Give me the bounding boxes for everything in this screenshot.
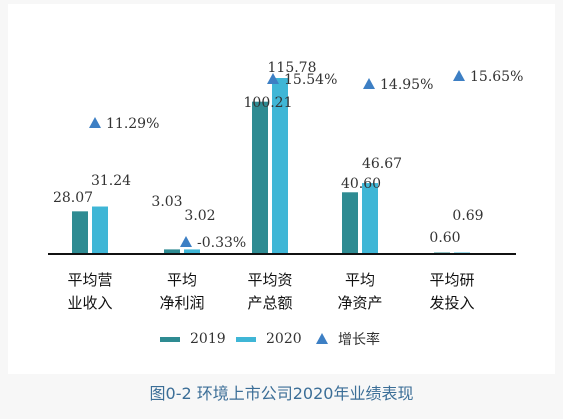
category-label: 净资产 <box>337 294 382 312</box>
legend-label-2019: 2019 <box>190 331 226 347</box>
bar-2019 <box>164 249 180 254</box>
legend-swatch-2019 <box>160 337 180 342</box>
data-label-2019: 28.07 <box>53 190 93 206</box>
growth-label: 11.29% <box>106 116 159 132</box>
figure-caption: 图0-2 环境上市公司2020年业绩表现 <box>149 384 414 403</box>
data-label-2019: 3.03 <box>151 194 182 210</box>
data-label-2020: 0.69 <box>452 208 483 224</box>
data-label-2020: 31.24 <box>91 173 131 189</box>
category-label: 净利润 <box>159 294 204 312</box>
growth-marker <box>180 236 192 247</box>
legend-label-2020: 2020 <box>266 331 302 347</box>
category-label: 平均 <box>167 271 197 289</box>
data-label-2019: 0.60 <box>429 230 460 246</box>
data-label-2020: 46.67 <box>362 156 402 172</box>
bar-2019 <box>252 101 268 254</box>
bar-2019 <box>342 192 358 254</box>
category-label: 发投入 <box>429 294 474 312</box>
data-label-2020: 115.78 <box>268 60 317 76</box>
data-label-2019: 40.60 <box>341 176 381 192</box>
growth-marker <box>89 117 101 128</box>
growth-label: -0.33% <box>197 235 246 251</box>
bar-2020 <box>184 249 200 254</box>
category-label: 平均资 <box>247 271 292 289</box>
bar-2019 <box>72 211 88 254</box>
bar-2020 <box>92 206 108 254</box>
data-label-2019: 100.21 <box>244 95 293 111</box>
legend-marker-growth <box>316 333 328 344</box>
category-label: 平均研 <box>429 271 474 289</box>
growth-marker <box>267 73 279 84</box>
growth-marker <box>453 70 465 81</box>
growth-marker <box>363 78 375 89</box>
bar-2020 <box>272 78 288 254</box>
category-label: 平均营 <box>67 271 112 289</box>
legend-label-growth: 增长率 <box>338 331 380 348</box>
legend-swatch-2020 <box>236 337 256 342</box>
bar-2020 <box>362 183 378 254</box>
growth-label: 14.95% <box>380 77 433 93</box>
growth-label: 15.65% <box>470 69 523 85</box>
chart-panel: 28.07 31.24 3.03 3.02 100.21 115.78 40.60 46.67… <box>8 4 555 374</box>
category-label: 产总额 <box>247 294 292 312</box>
category-label: 平均 <box>345 271 375 289</box>
data-label-2020: 3.02 <box>184 208 215 224</box>
growth-label: 15.54% <box>284 72 337 88</box>
category-label: 业收入 <box>67 294 112 312</box>
